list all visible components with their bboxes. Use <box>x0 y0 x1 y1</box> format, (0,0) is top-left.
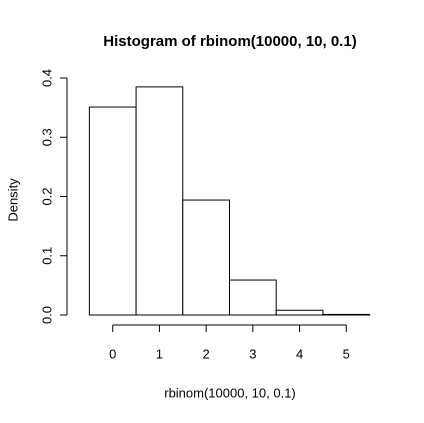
y-tick-label: 0.4 <box>39 69 54 87</box>
bar <box>275 309 324 316</box>
bar <box>322 313 371 316</box>
bar <box>88 106 137 316</box>
x-tick-label: 5 <box>343 346 350 361</box>
x-tick-label: 2 <box>203 346 210 361</box>
x-tick-label: 1 <box>156 346 163 361</box>
y-axis-label: Density <box>5 178 20 222</box>
x-axis-label: rbinom(10000, 10, 0.1) <box>164 385 296 400</box>
y-tick-label: 0.0 <box>39 306 54 324</box>
y-tick-label: 0.3 <box>39 128 54 146</box>
bar <box>229 279 277 316</box>
y-tick-label: 0.1 <box>39 247 54 265</box>
bar <box>135 86 184 316</box>
y-tick-label: 0.2 <box>39 187 54 205</box>
x-tick-label: 4 <box>296 346 303 361</box>
bar <box>182 199 231 316</box>
x-tick-label: 3 <box>249 346 256 361</box>
x-tick-label: 0 <box>109 346 116 361</box>
chart-title: Histogram of rbinom(10000, 10, 0.1) <box>103 33 356 50</box>
